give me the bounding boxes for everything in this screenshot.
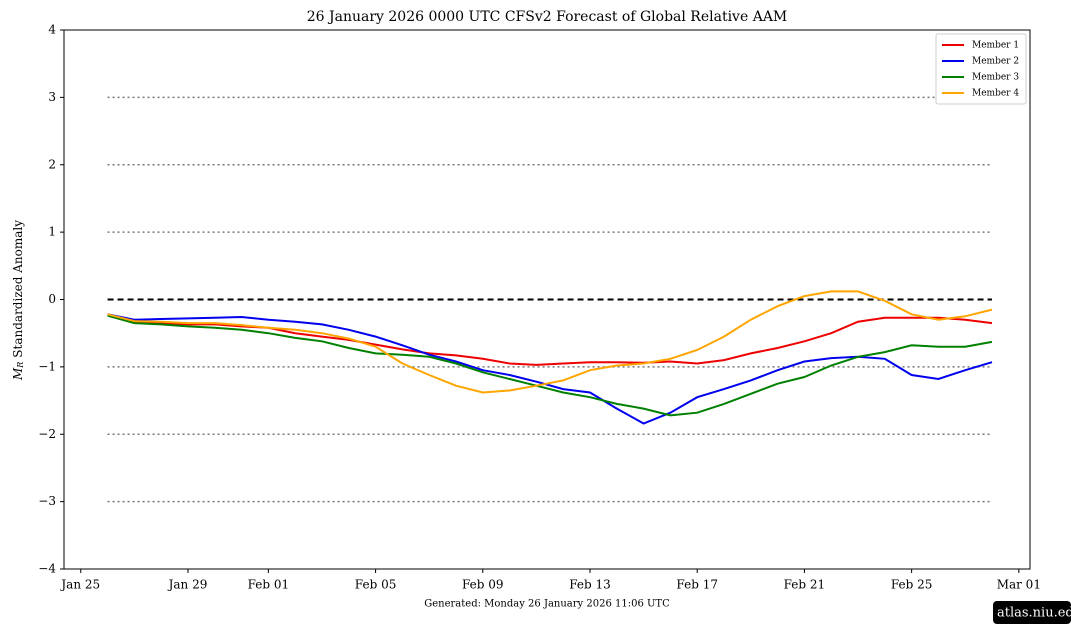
- watermark: atlas.niu.edu: [997, 606, 1071, 621]
- y-tick-label: 2: [48, 157, 56, 171]
- x-tick-label: Feb 09: [462, 578, 504, 592]
- x-axis-label: Generated: Monday 26 January 2026 11:06 …: [424, 599, 670, 610]
- legend-label: Member 2: [972, 57, 1019, 67]
- x-tick-label: Jan 25: [59, 578, 100, 592]
- legend-box: [935, 33, 1027, 105]
- x-tick-label: Feb 01: [248, 578, 290, 592]
- y-tick-label: −3: [38, 494, 56, 508]
- watermark-box: [993, 601, 1071, 624]
- y-tick-label: −4: [38, 562, 56, 576]
- y-label-text: Standardized Anomaly: [11, 220, 25, 358]
- legend-label: Member 3: [972, 73, 1019, 83]
- series-line: [107, 313, 993, 425]
- legend-label: Member 1: [972, 41, 1019, 51]
- x-tick-label: Feb 21: [784, 578, 826, 592]
- y-tick-label: 1: [48, 225, 56, 239]
- y-tick-label: 4: [48, 23, 56, 37]
- x-tick-label: Feb 05: [355, 578, 397, 592]
- x-tick-label: Feb 25: [891, 578, 933, 592]
- x-tick-label: Feb 13: [569, 578, 611, 592]
- y-tick-label: −1: [38, 359, 56, 373]
- y-tick-label: −2: [38, 427, 56, 441]
- series-line: [107, 314, 993, 417]
- legend-label: Member 4: [972, 89, 1019, 99]
- y-tick-label: 3: [48, 90, 56, 104]
- x-tick-label: Mar 01: [997, 578, 1041, 592]
- x-tick-label: Jan 29: [167, 578, 208, 592]
- y-label-subscript: R: [16, 362, 25, 369]
- x-tick-label: Feb 17: [676, 578, 718, 592]
- y-tick-label: 0: [48, 292, 56, 306]
- y-label-symbol: M: [11, 367, 25, 381]
- y-axis-label: MR Standardized Anomaly: [11, 220, 26, 381]
- series-line: [107, 290, 993, 394]
- chart-title: 26 January 2026 0000 UTC CFSv2 Forecast …: [307, 9, 788, 25]
